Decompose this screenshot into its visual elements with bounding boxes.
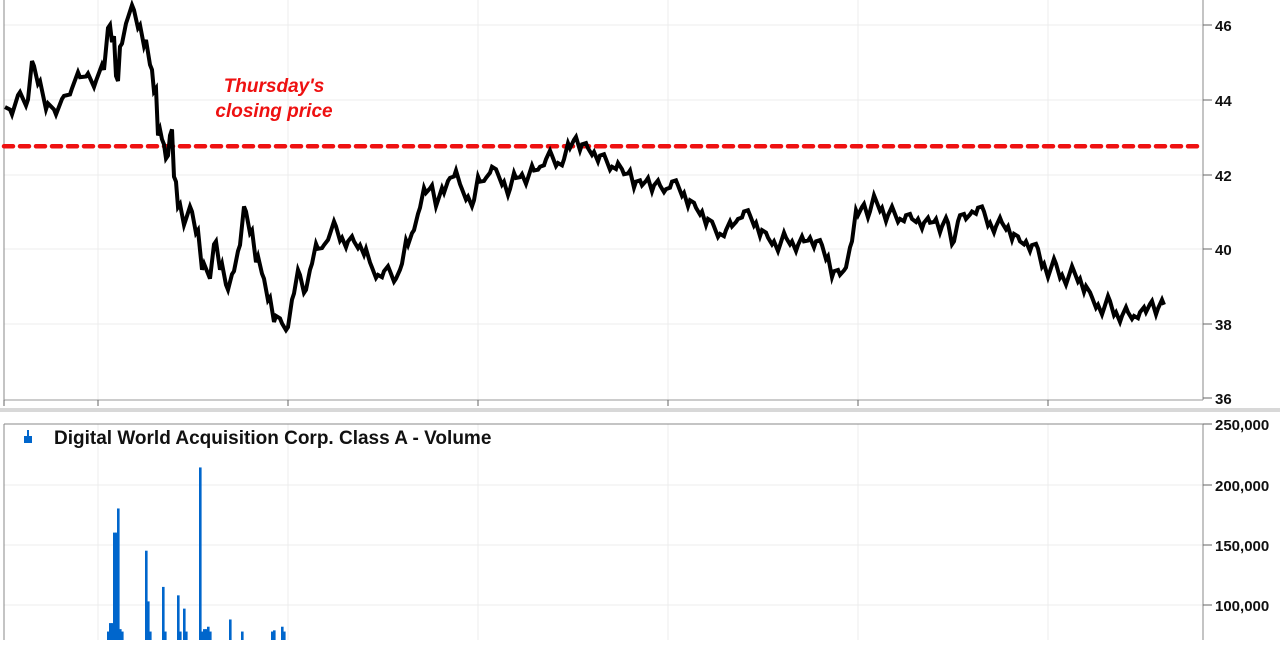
annotation-line2: closing price bbox=[215, 101, 333, 122]
volume-bar bbox=[117, 508, 120, 640]
volume-y-tick-label: 100,000 bbox=[1215, 598, 1269, 615]
price-y-tick-label: 42 bbox=[1215, 168, 1232, 185]
volume-bar bbox=[271, 631, 274, 640]
volume-legend-label: Digital World Acquisition Corp. Class A … bbox=[54, 428, 491, 449]
volume-bar bbox=[147, 601, 150, 640]
volume-bar bbox=[199, 467, 202, 640]
volume-bar bbox=[145, 550, 148, 640]
volume-bar bbox=[207, 626, 210, 640]
price-x-ticks bbox=[3, 400, 1049, 406]
volume-bar bbox=[281, 626, 284, 640]
volume-y-tick-label: 250,000 bbox=[1215, 417, 1269, 434]
price-y-tick-label: 38 bbox=[1215, 317, 1232, 334]
price-y-ticks: 46 44 42 40 38 36 bbox=[1203, 18, 1232, 408]
volume-y-tick-label: 150,000 bbox=[1215, 538, 1269, 555]
price-panel: 46 44 42 40 38 36 Thursday's closing price bbox=[1, 0, 1232, 408]
volume-bar bbox=[201, 631, 204, 640]
volume-bar bbox=[229, 619, 232, 640]
volume-bar bbox=[283, 631, 286, 640]
volume-bars bbox=[107, 467, 286, 640]
volume-bar bbox=[185, 631, 188, 640]
volume-bar bbox=[209, 631, 212, 640]
price-y-tick-label: 44 bbox=[1215, 93, 1232, 110]
panel-divider bbox=[0, 408, 1280, 412]
volume-bar bbox=[203, 629, 206, 640]
volume-bar bbox=[205, 629, 208, 640]
volume-y-ticks: 250,000 200,000 150,000 100,000 bbox=[1203, 417, 1269, 615]
price-plot-area bbox=[4, 0, 1203, 400]
volume-bar bbox=[179, 631, 182, 640]
volume-bar-icon bbox=[24, 430, 32, 443]
volume-bar bbox=[177, 595, 180, 640]
price-line bbox=[4, 0, 1166, 334]
annotation-line1: Thursday's bbox=[224, 76, 325, 97]
volume-bar bbox=[183, 608, 186, 640]
volume-bar bbox=[111, 623, 114, 640]
volume-bar bbox=[113, 532, 116, 640]
volume-gridlines bbox=[4, 424, 1203, 640]
volume-bar bbox=[162, 586, 165, 640]
volume-panel: 250,000 200,000 150,000 100,000 Digital Wor… bbox=[3, 417, 1269, 640]
volume-bar bbox=[119, 629, 122, 640]
volume-bar bbox=[115, 532, 118, 640]
price-y-tick-label: 40 bbox=[1215, 242, 1232, 259]
volume-bar bbox=[273, 630, 276, 640]
volume-bar bbox=[107, 631, 110, 640]
volume-bar bbox=[109, 623, 112, 640]
volume-bar bbox=[241, 631, 244, 640]
volume-bar bbox=[164, 631, 167, 640]
volume-bar bbox=[121, 631, 124, 640]
price-gridlines bbox=[4, 0, 1203, 400]
volume-legend: Digital World Acquisition Corp. Class A … bbox=[24, 428, 491, 449]
volume-bar bbox=[149, 631, 152, 640]
volume-y-tick-label: 200,000 bbox=[1215, 478, 1269, 495]
price-y-tick-label: 36 bbox=[1215, 391, 1232, 408]
price-y-tick-label: 46 bbox=[1215, 18, 1232, 35]
